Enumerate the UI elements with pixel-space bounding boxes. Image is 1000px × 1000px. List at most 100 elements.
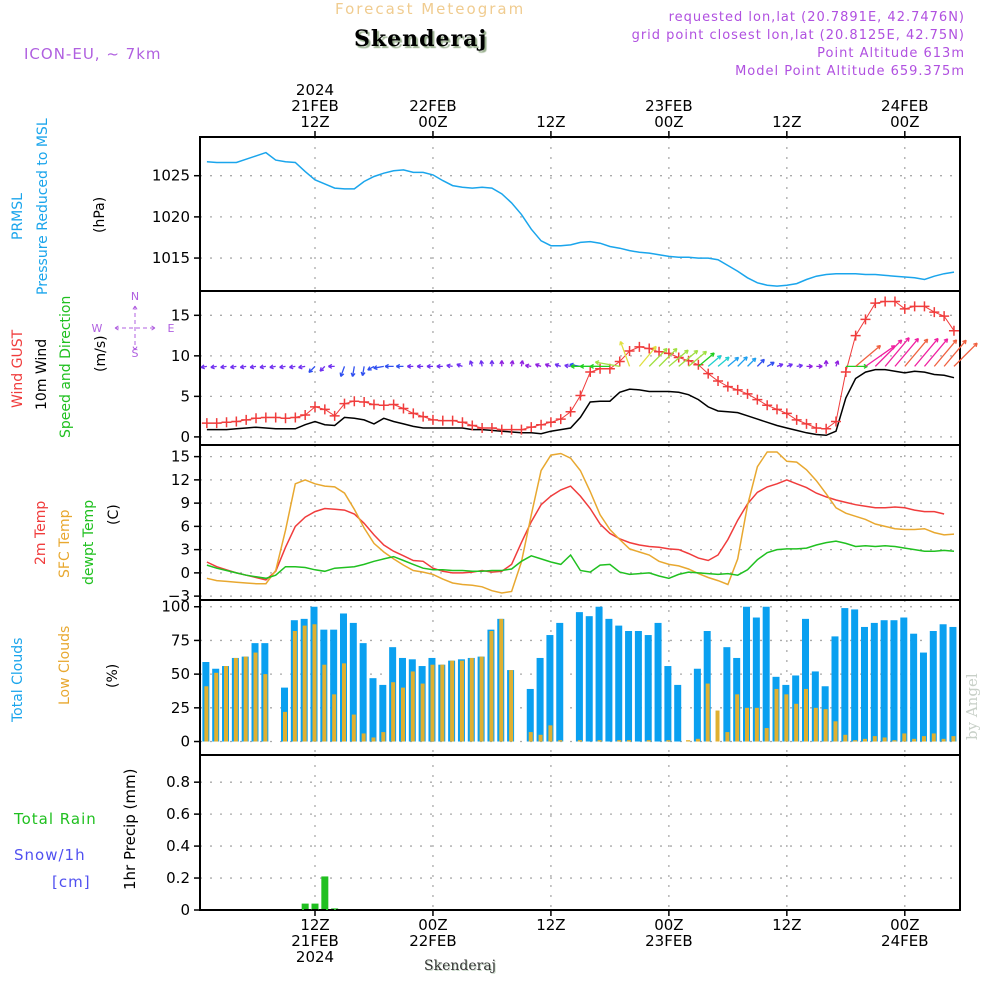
wind-speed-line <box>206 368 955 437</box>
low-cloud-bar <box>646 740 651 742</box>
top-time-label: 00Z <box>418 113 447 131</box>
top-time-label: 12Z <box>536 113 565 131</box>
low-cloud-bar <box>577 740 582 742</box>
y-tick-label: 15 <box>171 448 190 466</box>
low-cloud-bar <box>853 740 858 742</box>
top-time-label: 12Z <box>772 113 801 131</box>
total-cloud-bar <box>890 620 898 742</box>
wind-direction-arrow <box>426 363 433 369</box>
low-cloud-bar <box>705 683 710 742</box>
gust-marker <box>801 418 812 429</box>
total-cloud-bar <box>536 657 544 742</box>
gust-marker <box>870 298 881 309</box>
gust-marker <box>477 422 488 433</box>
low-cloud-bar <box>499 618 504 742</box>
low-cloud-bar <box>882 737 887 742</box>
low-cloud-bar <box>283 711 288 742</box>
wind-direction-arrow <box>638 345 657 367</box>
total-cloud-bar <box>644 635 652 742</box>
gust-marker <box>791 414 802 425</box>
low-cloud-bar <box>243 656 248 742</box>
y-tick-label: 0.6 <box>166 805 190 823</box>
total-cloud-bar <box>575 612 583 742</box>
wind-direction-arrow <box>855 344 882 367</box>
low-cloud-bar <box>322 664 327 742</box>
2m-temp-line <box>206 479 945 581</box>
gust-marker <box>830 416 841 427</box>
gust-marker <box>506 424 517 435</box>
low-cloud-bar <box>341 663 346 742</box>
snow-legend: Snow/1h <box>14 846 86 864</box>
rain-bar <box>321 876 329 910</box>
low-cloud-bar <box>538 734 543 742</box>
wind-direction-arrow <box>834 360 840 367</box>
compass-south: S <box>132 347 139 360</box>
total-cloud-bar <box>634 631 642 742</box>
rain-bar <box>331 908 339 910</box>
gust-marker <box>860 314 871 325</box>
low-cloud-bar <box>214 672 219 742</box>
wind-direction-arrow <box>717 356 730 367</box>
low-cloud-bar <box>774 688 779 742</box>
gust-marker <box>437 415 448 426</box>
low-cloud-bar <box>735 694 740 742</box>
gust-marker <box>427 414 438 425</box>
bottom-time-label: 24FEB <box>881 932 928 950</box>
gust-marker <box>772 404 783 415</box>
total-cloud-bar <box>939 624 947 742</box>
total-cloud-bar <box>369 678 377 742</box>
low-cloud-bar <box>479 656 484 742</box>
wind-direction-arrow <box>308 365 316 374</box>
gust-marker <box>624 345 635 356</box>
y-tick-label: 1015 <box>152 249 190 267</box>
wind-direction-arrow <box>367 365 375 371</box>
total-cloud-bar <box>811 671 819 742</box>
panel-frame <box>199 754 961 911</box>
top-time-label: 21FEB <box>291 97 338 115</box>
wind-direction-arrow <box>259 364 266 370</box>
gust-marker <box>654 346 665 357</box>
y-tick-label: 50 <box>171 665 190 683</box>
y-tick-label: 0.4 <box>166 837 190 855</box>
gust-marker <box>889 296 900 307</box>
wind-direction-arrow <box>823 360 829 367</box>
wind-direction-arrow <box>658 347 678 367</box>
top-time-label: 22FEB <box>409 97 456 115</box>
gust-marker <box>614 356 625 367</box>
compass-east: E <box>168 322 175 335</box>
total-cloud-bar <box>625 631 633 742</box>
gust-marker <box>713 375 724 386</box>
gust-marker <box>536 419 547 430</box>
low-cloud-bar <box>410 671 415 742</box>
low-cloud-bar <box>489 631 494 742</box>
low-cloud-bar <box>361 733 366 742</box>
total-cloud-bar <box>359 643 367 742</box>
low-cloud-bar <box>745 707 750 742</box>
top-time-label: 00Z <box>890 113 919 131</box>
low-cloud-bar <box>715 710 720 742</box>
low-cloud-bar <box>951 736 956 742</box>
y-tick-label: 75 <box>171 631 190 649</box>
total-cloud-bar <box>526 688 534 742</box>
low-cloud-bar <box>292 631 297 742</box>
gust-marker <box>290 412 301 423</box>
wind-direction-arrow <box>786 363 793 368</box>
top-time-label: 12Z <box>300 113 329 131</box>
wind-direction-arrow <box>350 366 356 377</box>
gust-marker <box>752 394 763 405</box>
bottom-time-label: 22FEB <box>409 932 456 950</box>
total-cloud-bar <box>910 633 918 742</box>
wind-direction-arrow <box>727 356 740 367</box>
gust-marker <box>722 381 733 392</box>
wind-direction-arrow <box>874 339 903 367</box>
gust-marker <box>329 410 340 421</box>
low-cloud-bar <box>921 736 926 742</box>
wind-direction-arrow <box>446 363 453 369</box>
wind-direction-arrow <box>360 366 366 377</box>
y-tick-label: 100 <box>161 598 190 616</box>
bottom-time-label: 23FEB <box>645 932 692 950</box>
wind-direction-arrow <box>519 360 525 367</box>
gust-marker <box>251 413 262 424</box>
low-cloud-bar <box>400 687 405 742</box>
total-cloud-bar <box>762 606 770 742</box>
